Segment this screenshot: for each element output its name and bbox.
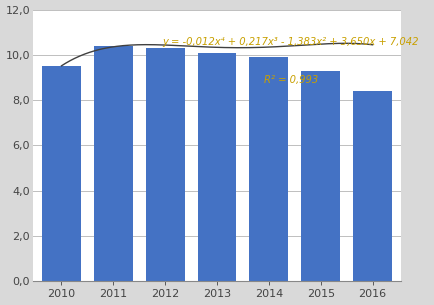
Text: R² = 0,993: R² = 0,993 [263, 75, 318, 85]
Bar [197, 52, 237, 281]
Bar [301, 71, 340, 281]
Bar [146, 48, 184, 281]
Bar [42, 66, 81, 281]
Bar [250, 57, 288, 281]
Bar [94, 46, 133, 281]
Bar [353, 91, 392, 281]
Text: y = -0,012x⁴ + 0,217x³ - 1,383x² + 3,650x + 7,042: y = -0,012x⁴ + 0,217x³ - 1,383x² + 3,650… [162, 37, 419, 47]
